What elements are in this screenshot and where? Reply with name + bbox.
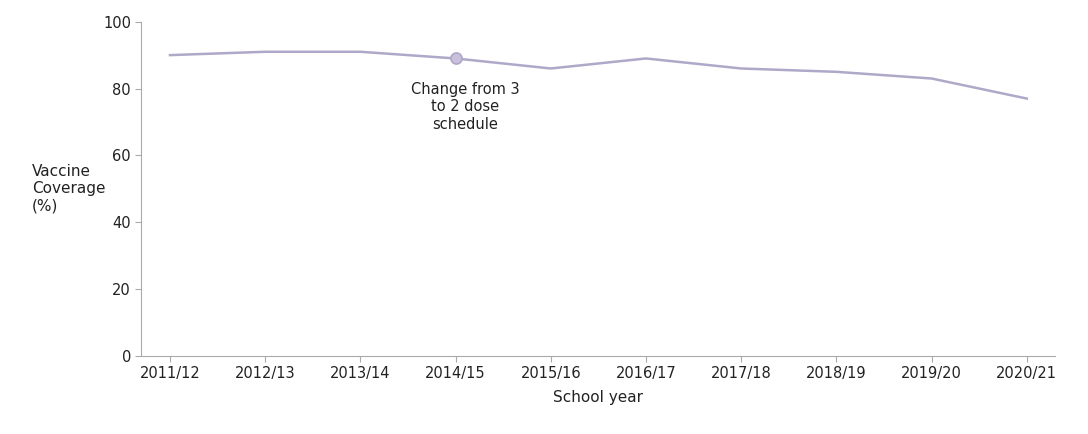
Text: Change from 3
to 2 dose
schedule: Change from 3 to 2 dose schedule xyxy=(411,82,519,132)
X-axis label: School year: School year xyxy=(554,390,643,404)
Y-axis label: Vaccine
Coverage
(%): Vaccine Coverage (%) xyxy=(32,164,106,214)
